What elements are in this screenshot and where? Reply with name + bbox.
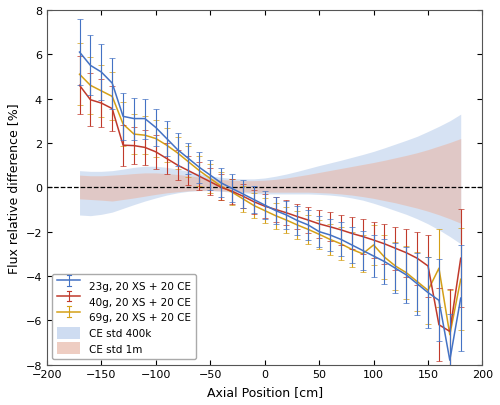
Legend: 23g, 20 XS + 20 CE, 40g, 20 XS + 20 CE, 69g, 20 XS + 20 CE, CE std 400k, CE std : 23g, 20 XS + 20 CE, 40g, 20 XS + 20 CE, … xyxy=(52,275,196,360)
X-axis label: Axial Position [cm]: Axial Position [cm] xyxy=(206,385,322,398)
Y-axis label: Flux relative difference [%]: Flux relative difference [%] xyxy=(7,103,20,273)
